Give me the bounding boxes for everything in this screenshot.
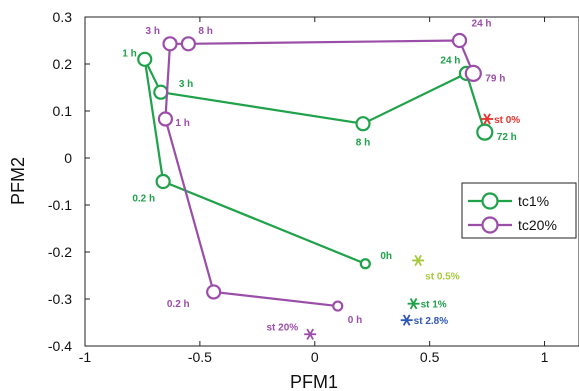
data-point (162, 36, 178, 52)
y-tick-label: -0.2 (48, 244, 72, 260)
legend: tc1% tc20% (461, 182, 577, 239)
data-point (476, 123, 494, 141)
point-label: 1 h (122, 48, 136, 59)
point-label: 3 h (179, 79, 193, 90)
point-label: 0.2 h (167, 299, 190, 310)
series-line (164, 39, 475, 308)
legend-swatch-marker (481, 192, 499, 210)
y-axis-title: PFM2 (8, 157, 28, 205)
standard-stroke (414, 254, 422, 267)
standard-stroke (306, 328, 314, 340)
data-point (137, 51, 153, 67)
point-label: 3 h (146, 26, 160, 37)
x-tick-label: 1 (541, 349, 549, 365)
x-axis-title: PFM1 (290, 372, 338, 391)
data-point (206, 284, 222, 300)
standard-label: st 2.8% (414, 316, 449, 327)
data-point (155, 173, 171, 190)
standard-label: st 20% (266, 322, 298, 333)
point-label: 72 h (497, 132, 517, 143)
plot-frame (84, 16, 579, 347)
point-label: 8 h (356, 138, 370, 149)
data-point (332, 300, 344, 312)
data-point (359, 258, 371, 270)
standard-stroke (409, 298, 418, 310)
legend-label: tc1% (518, 193, 549, 209)
point-label: 1 h (175, 118, 189, 129)
data-point (451, 32, 468, 49)
point-label: 24 h (440, 55, 460, 66)
standard-label: st 1% (421, 300, 447, 311)
data-point (180, 36, 196, 52)
point-label: 8 h (198, 26, 212, 37)
y-tick-label: 0.3 (53, 9, 73, 25)
standard-marker (400, 314, 413, 326)
standards-layer: st 0% st 0.5% st 1% st 2.8% st 20% (266, 113, 520, 340)
data-point (157, 111, 174, 127)
standard-marker (412, 254, 425, 267)
y-tick-label: 0.2 (53, 56, 73, 72)
y-tick-label: -0.1 (48, 197, 72, 213)
x-tick-label: -1 (79, 349, 92, 365)
x-tick-label: 0.5 (420, 349, 440, 365)
standard-label: st 0% (494, 115, 520, 126)
standard-marker (304, 328, 317, 340)
data-point (355, 116, 371, 132)
label-layer: 0h 0.2 h 1 h 3 h 8 h 24 h 72 h 0 h 0.2 h 1 h 3 h 8 … (122, 19, 517, 327)
standard-label: st 0.5% (425, 271, 460, 282)
standard-stroke (402, 314, 411, 326)
standard-marker (407, 298, 420, 310)
point-label: 0 h (348, 315, 362, 326)
point-label: 0h (380, 251, 392, 262)
standard-marker (481, 113, 494, 125)
point-label: 24 h (472, 19, 492, 30)
x-tick-label: 0 (311, 349, 319, 365)
data-point (464, 64, 482, 83)
standard-stroke (483, 113, 491, 125)
axes-ticks: -1 -0.5 0 0.5 1 -0.4 -0.3 -0.2 -0.1 0 0.1 0.2 0.3 (48, 9, 549, 365)
x-tick-label: -0.5 (188, 349, 212, 365)
data-point (153, 84, 169, 100)
point-label: 79 h (485, 73, 505, 84)
legend-swatch-marker (481, 216, 499, 234)
legend-box (461, 182, 577, 239)
point-label: 0.2 h (132, 194, 155, 205)
series-layer (137, 32, 494, 312)
y-tick-label: -0.4 (48, 338, 72, 354)
series-line (143, 58, 486, 265)
y-tick-label: -0.3 (48, 291, 72, 307)
legend-label: tc20% (518, 217, 557, 233)
y-tick-label: 0.1 (53, 103, 73, 119)
y-tick-label: 0 (64, 150, 72, 166)
